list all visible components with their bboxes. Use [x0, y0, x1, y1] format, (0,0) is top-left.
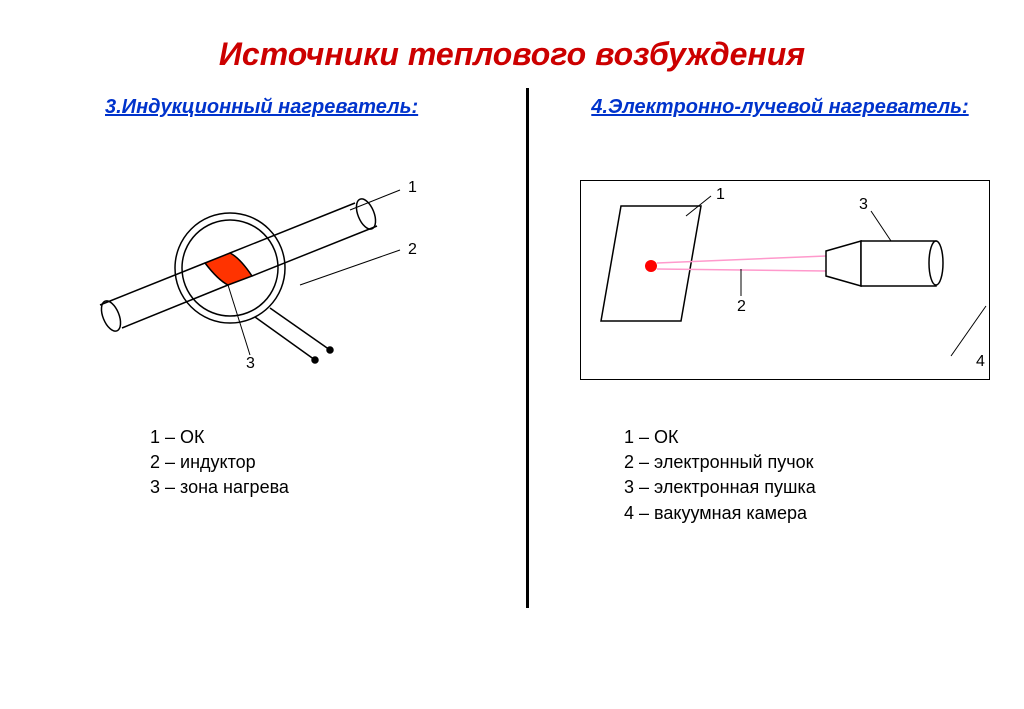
legend-item: 4 – вакуумная камера: [624, 501, 816, 526]
vertical-divider: [526, 88, 529, 608]
legend-item: 3 – зона нагрева: [150, 475, 289, 500]
induction-svg: 1 2 3: [70, 170, 440, 370]
subtitle-induction: 3.Индукционный нагреватель:: [105, 96, 418, 119]
diagram-electron-beam: 1 2 3 4: [580, 180, 990, 380]
callout-3: 3: [246, 355, 255, 370]
legend-induction: 1 – ОК 2 – индуктор 3 – зона нагрева: [150, 425, 289, 501]
legend-item: 2 – индуктор: [150, 450, 289, 475]
legend-item: 3 – электронная пушка: [624, 475, 816, 500]
callout-r2: 2: [737, 298, 746, 315]
page-title: Источники теплового возбуждения: [0, 36, 1024, 73]
electron-beam-svg: 1 2 3 4: [581, 181, 991, 381]
callout-1: 1: [408, 179, 417, 196]
callout-r4: 4: [976, 353, 985, 370]
legend-item: 1 – ОК: [150, 425, 289, 450]
callout-r3: 3: [859, 196, 868, 213]
legend-item: 2 – электронный пучок: [624, 450, 816, 475]
callout-r1: 1: [716, 186, 725, 203]
legend-electron-beam: 1 – ОК 2 – электронный пучок 3 – электро…: [624, 425, 816, 526]
diagram-induction: 1 2 3: [70, 170, 440, 370]
callout-2: 2: [408, 241, 417, 258]
subtitle-electron-beam: 4.Электронно-лучевой нагреватель:: [570, 96, 990, 119]
legend-item: 1 – ОК: [624, 425, 816, 450]
